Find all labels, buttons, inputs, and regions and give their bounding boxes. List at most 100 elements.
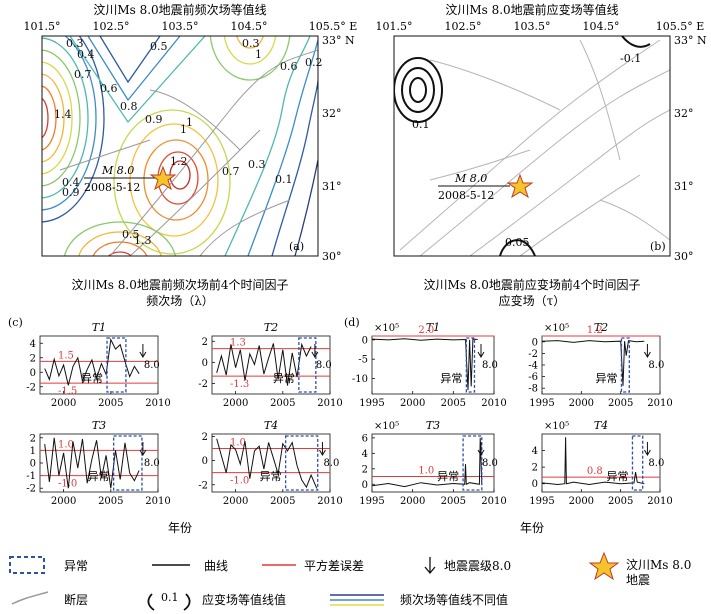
svg-text:0.4: 0.4: [77, 48, 95, 61]
chart-c-t2-ytick-label: 0: [202, 358, 208, 369]
year-label-c: 年份: [168, 521, 192, 535]
chart-d-t3-frame: [371, 433, 495, 493]
svg-text:0.8: 0.8: [120, 100, 138, 113]
map-a-lon-ticks: 101.5° 102.5° 103.5° 104.5° 105.5° E: [24, 20, 358, 33]
svg-text:1: 1: [255, 48, 262, 61]
chart-d-t4-xtick-label: 2000: [569, 496, 594, 507]
chart-c-t4-xtick-label: 2005: [270, 496, 295, 507]
legend-anomaly-label: 异常: [64, 559, 88, 573]
chart-c-t4: T4 2000 2005 2010 -2 0 2 1.0 -1.0 异常 8.0: [198, 419, 342, 507]
svg-text:0.3: 0.3: [248, 158, 266, 171]
legend-strain-swatch: [147, 593, 191, 611]
svg-text:0.1: 0.1: [412, 118, 430, 131]
chart-d-t2-xtick-label: 1995: [529, 398, 554, 409]
chart-d-t2-xtick-label: 2010: [647, 398, 672, 409]
svg-text:0.05: 0.05: [505, 236, 530, 249]
chart-c-t3-ytick-label: -1: [26, 471, 36, 482]
map-b-lon-3: 103.5°: [514, 20, 551, 33]
legend-curve-label: 曲线: [204, 559, 228, 573]
chart-d-t1-anomaly-label: 异常: [440, 372, 462, 385]
chart-c-t1-ytick-label: -2: [26, 382, 36, 393]
svg-text:0.7: 0.7: [74, 68, 92, 81]
chart-c-t4-title: T4: [264, 419, 278, 432]
svg-text:0.3: 0.3: [66, 37, 84, 50]
legend-fault-swatch: [11, 591, 49, 605]
map-b-quake-date: 2008-5-12: [438, 189, 494, 202]
chart-d-t2-ytick-label: 0: [532, 337, 538, 348]
map-a-lat-ticks: 33° N 32° 31° 30°: [322, 34, 355, 263]
chart-d-t3-series-line: [371, 437, 483, 488]
chart-d-t3-anomaly-label: 异常: [437, 470, 459, 483]
map-b-faults: [399, 39, 670, 256]
chart-d-t4-ytick-label: 4: [532, 446, 538, 457]
chart-c-t3-ytick-label: -2: [26, 484, 36, 495]
map-a-lat-4: 30°: [322, 250, 342, 263]
chart-c-t4-xtick-label: 2000: [223, 496, 248, 507]
chart-c-t1-anomaly-box: [106, 337, 127, 393]
chart-d-t4-anomaly-label: 异常: [606, 470, 628, 483]
chart-d-t3-quake-magnitude: 8.0: [482, 458, 498, 469]
chart-d-t4-exponent: ×10⁵: [544, 421, 569, 432]
year-label-d: 年份: [520, 521, 544, 535]
chart-c-t1-quake-arrow-head: [139, 351, 147, 358]
map-a-lon-5: 105.5° E: [309, 20, 358, 33]
chart-d-t2-ytick-label: -8: [528, 384, 538, 395]
chart-c-t1-anomaly-label: 异常: [81, 372, 103, 385]
chart-d-t3-xtick-label: 2010: [481, 496, 506, 507]
chart-c-t2-ytick-label: -2: [198, 379, 208, 390]
chart-d-t3-exponent: ×10⁵: [374, 421, 399, 432]
map-a-lon-4: 104.5°: [231, 20, 268, 33]
chart-c-t4-ytick-label: 0: [202, 456, 208, 467]
chart-c-t4-quake-arrow-head: [319, 449, 326, 456]
chart-c-t2-xtick-label: 2005: [270, 398, 295, 409]
map-b-epicenter-star-icon: [506, 173, 534, 199]
sub-c-line2: 频次场（λ）: [146, 294, 214, 308]
map-a-quake-date: 2008-5-12: [84, 181, 140, 194]
chart-c-t1-ytick-label: 4: [30, 339, 36, 350]
legend-strain-label: 应变场等值线值: [202, 592, 286, 607]
svg-text:0.3: 0.3: [242, 37, 260, 50]
chart-c-t3-xtick-label: 2000: [51, 496, 76, 507]
chart-d-t2-quake-magnitude: 8.0: [648, 360, 664, 371]
chart-d-t1-series-line: [371, 338, 478, 391]
chart-c-t2-frame: [211, 335, 331, 395]
legend-quake-arrow-icon: [424, 557, 436, 575]
map-b-lon-5: 105.5° E: [656, 20, 705, 33]
chart-c-t3-xtick-label: 2005: [98, 496, 123, 507]
legend-freq-label: 频次场等值线不同值: [400, 592, 508, 607]
chart-d-t4-xtick-label: 1995: [529, 496, 554, 507]
chart-d-t3-xtick-label: 2000: [400, 496, 425, 507]
chart-d-t2-xtick-label: 2005: [608, 398, 633, 409]
chart-c-t1-frame: [39, 335, 159, 395]
chart-d-t2-threshold-label: 1.2: [587, 325, 603, 336]
chart-c-t2: T2 2000 2005 2010 -2 0 2 1.3 -1.3 异常 8.0: [198, 321, 342, 409]
map-a-panel-label: (a): [289, 240, 304, 253]
chart-d-t1-ytick-label: -5: [358, 355, 368, 366]
svg-text:0.6: 0.6: [280, 60, 298, 73]
svg-text:0.5: 0.5: [150, 40, 168, 53]
svg-text:1.2: 1.2: [170, 155, 188, 168]
chart-d-t3-ytick-label: 0: [362, 480, 368, 491]
chart-d-t1-quake-magnitude: 8.0: [482, 360, 498, 371]
chart-d-t3-ytick-label: 2: [362, 464, 368, 475]
chart-c-t3-anomaly-box: [112, 435, 143, 491]
chart-d-t3-ytick-label: 6: [362, 433, 368, 444]
map-b-contour-labels: 0.1 -0.1 0.05: [412, 52, 641, 249]
chart-d-t2-exponent: ×10⁵: [544, 323, 569, 334]
legend-strain-sample: 0.1: [161, 591, 179, 604]
chart-d-t4: T4 ×10⁵ 1995 2000 2005 2010 0 2 4 0.8 异常 8.0: [529, 419, 672, 507]
map-b-lat-2: 32°: [674, 107, 694, 120]
svg-text:0.4: 0.4: [62, 176, 80, 189]
chart-c-t2-xtick-label: 2000: [223, 398, 248, 409]
chart-d-t3-xtick-label: 1995: [359, 496, 384, 507]
chart-d-t1-quake-arrow-head: [477, 351, 485, 358]
chart-c-t1-ytick-label: 0: [30, 368, 36, 379]
chart-c-t2-threshold-label: -1.3: [230, 379, 249, 390]
legend-star-icon: [588, 551, 620, 581]
svg-text:-0.1: -0.1: [620, 52, 641, 65]
chart-c-t1-xtick-label: 2000: [51, 398, 76, 409]
map-b-lon-ticks: 101.5° 102.5° 103.5° 104.5° 105.5° E: [376, 20, 705, 33]
map-a-contours: [42, 36, 318, 256]
